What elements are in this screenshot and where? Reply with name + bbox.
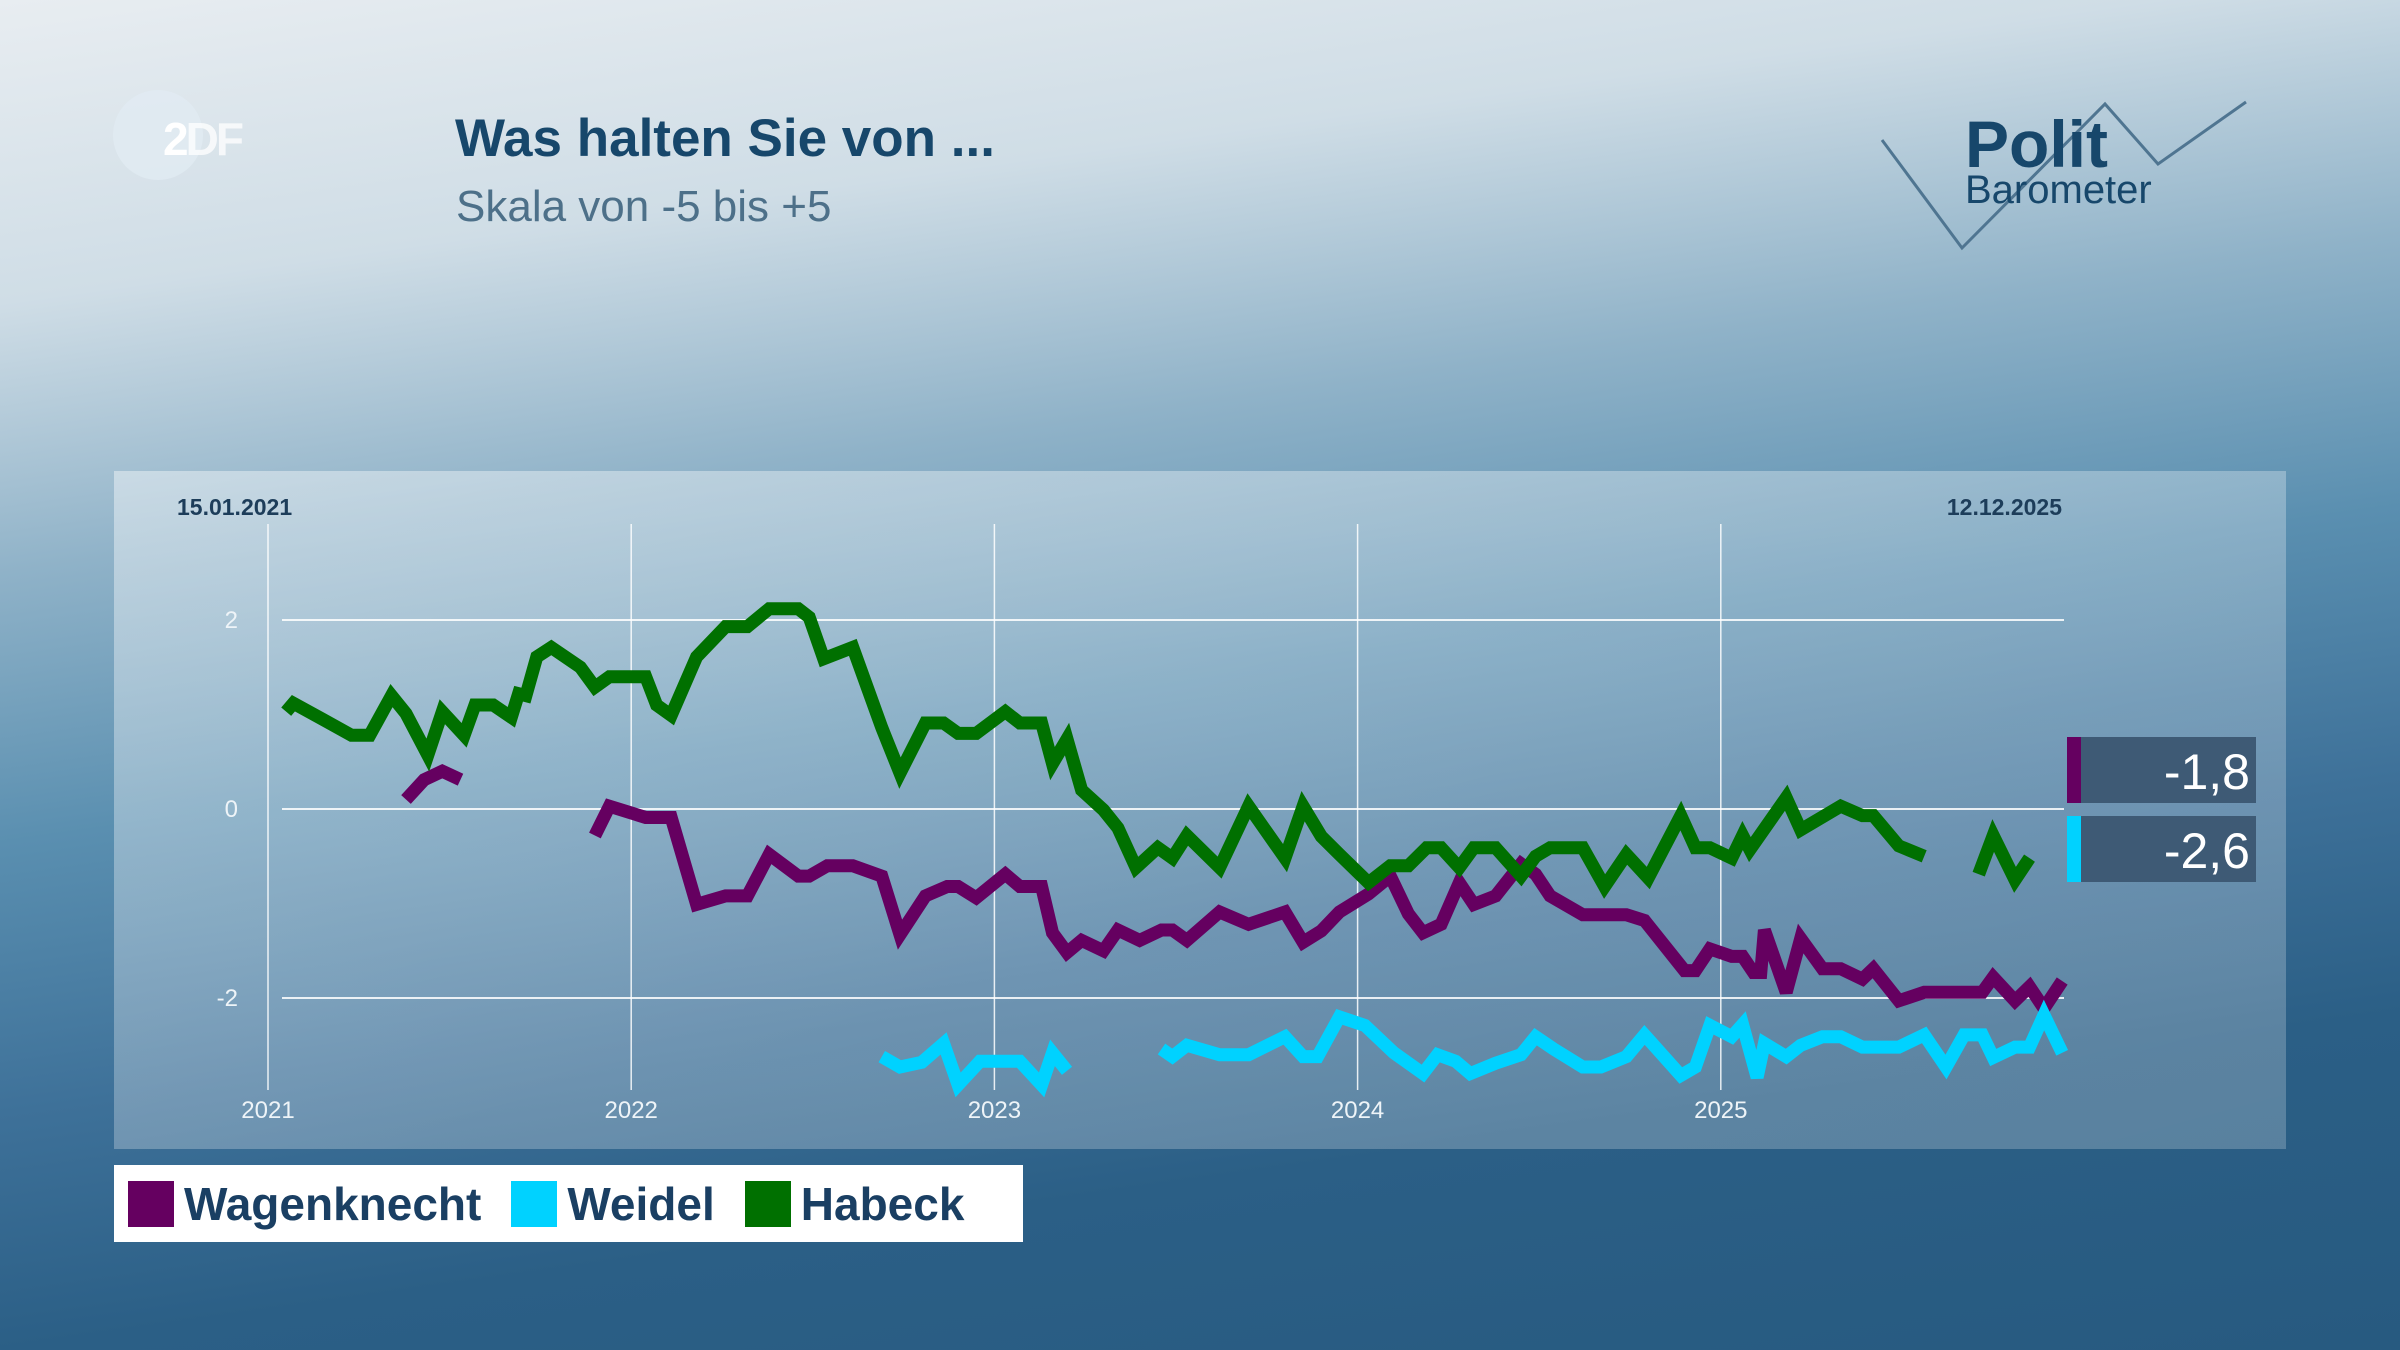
y-tick-label: 2 <box>225 607 238 634</box>
zdf-logo-text: 2DF <box>163 113 244 165</box>
end-date-label: 12.12.2025 <box>1946 494 2062 520</box>
x-tick-label: 2023 <box>968 1097 1021 1124</box>
y-tick-label: 0 <box>225 796 238 823</box>
end-label-value: -2,6 <box>2163 823 2250 879</box>
y-tick-label: -2 <box>217 985 238 1012</box>
legend-item-habeck: Habeck <box>744 1177 965 1231</box>
legend-swatch <box>128 1180 174 1227</box>
x-tick-label: 2025 <box>1694 1097 1747 1124</box>
legend-swatch <box>511 1180 558 1227</box>
start-date-label: 15.01.2021 <box>177 494 293 520</box>
legend-item-wagenknecht: Wagenknecht <box>128 1177 481 1231</box>
legend-swatch <box>744 1180 791 1227</box>
politbarometer-zigzag-icon <box>1880 100 2247 251</box>
end-label-color-bar <box>2067 816 2081 882</box>
end-label-value: -1,8 <box>2163 744 2250 800</box>
series-line-habeck <box>1972 819 2035 893</box>
end-label-color-bar <box>2067 737 2081 803</box>
series-line-habeck <box>281 602 1927 899</box>
x-tick-label: 2022 <box>605 1097 658 1124</box>
series-line-weidel <box>878 1032 1073 1098</box>
series-line-wagenknecht <box>589 798 2068 1021</box>
legend-item-weidel: Weidel <box>511 1177 715 1231</box>
zdf-logo <box>113 90 203 180</box>
chart-legend: Wagenknecht Weidel Habeck <box>114 1165 1023 1242</box>
series-line-weidel <box>1157 999 2069 1084</box>
end-label-weidel: -2,6 <box>2067 816 2256 882</box>
x-tick-label: 2021 <box>241 1097 294 1124</box>
legend-label: Wagenknecht <box>184 1177 482 1230</box>
series-line-wagenknecht <box>401 764 464 804</box>
politbarometer-logo: Polit Barometer <box>1880 96 2250 256</box>
brand-line2: Barometer <box>1965 168 2152 212</box>
page-title: Was halten Sie von ... <box>455 109 995 168</box>
page-subtitle: Skala von -5 bis +5 <box>456 182 832 231</box>
brand-line1: Polit <box>1965 107 2108 181</box>
legend-label: Habeck <box>800 1177 965 1230</box>
x-tick-label: 2024 <box>1331 1097 1384 1124</box>
end-label-wagenknecht: -1,8 <box>2067 737 2256 803</box>
legend-label: Weidel <box>567 1177 715 1230</box>
